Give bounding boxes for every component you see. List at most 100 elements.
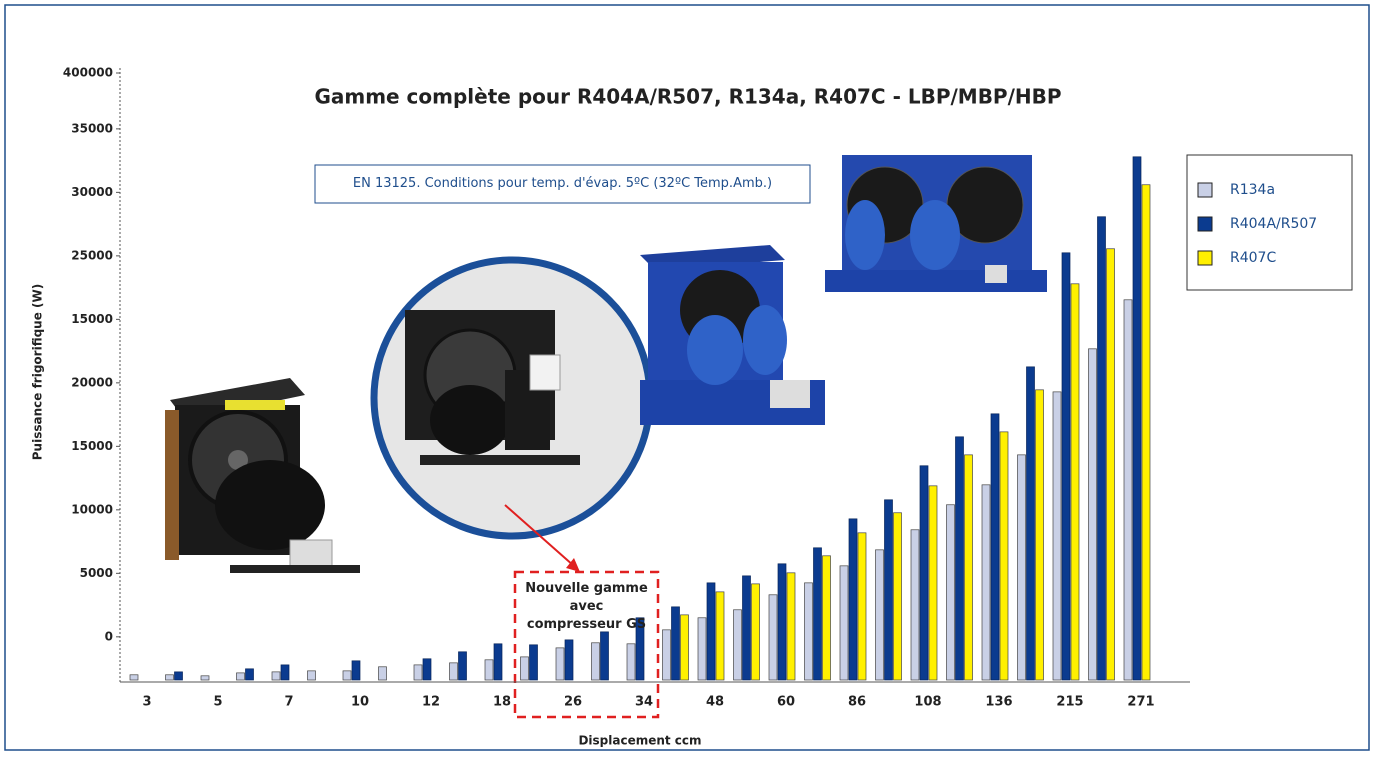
bar xyxy=(698,618,706,680)
bar xyxy=(965,455,973,680)
bar xyxy=(876,550,884,680)
chart: Gamme complète pour R404A/R507, R134a, R… xyxy=(0,0,1375,756)
x-tick-label: 5 xyxy=(213,695,222,710)
bar xyxy=(530,645,538,680)
bar xyxy=(201,676,209,680)
bar xyxy=(982,485,990,680)
x-tick-label: 86 xyxy=(848,695,866,710)
x-tick-label: 136 xyxy=(985,695,1012,710)
product-photo-small xyxy=(165,378,360,573)
bar xyxy=(663,630,671,680)
x-tick-label: 10 xyxy=(351,695,369,710)
bar xyxy=(627,644,635,680)
bar xyxy=(1098,217,1106,680)
x-tick-label: 12 xyxy=(422,695,440,710)
y-tick-label: 400000 xyxy=(63,66,113,80)
y-tick-label: 15000 xyxy=(71,439,113,453)
legend-swatch xyxy=(1198,183,1212,197)
bar xyxy=(414,665,422,680)
x-tick-label: 48 xyxy=(706,695,724,710)
bar xyxy=(494,644,502,680)
x-tick-label: 3 xyxy=(142,695,151,710)
bar xyxy=(885,500,893,680)
x-tick-label: 60 xyxy=(777,695,795,710)
x-axis-title: Displacement ccm xyxy=(578,734,701,748)
bar xyxy=(272,672,280,680)
bar xyxy=(743,576,751,680)
bar xyxy=(920,466,928,680)
bar xyxy=(787,573,795,680)
bar xyxy=(769,595,777,680)
bar xyxy=(1018,455,1026,680)
bar xyxy=(911,530,919,680)
bar xyxy=(805,583,813,680)
bar xyxy=(1071,284,1079,680)
bar xyxy=(1027,367,1035,680)
x-tick-label: 108 xyxy=(914,695,941,710)
y-tick-label: 35000 xyxy=(71,121,113,135)
y-tick-label: 0 xyxy=(105,629,113,643)
bar xyxy=(849,519,857,680)
bar xyxy=(1089,349,1097,680)
bar xyxy=(1124,300,1132,680)
y-tick-label: 5000 xyxy=(80,566,113,580)
bar xyxy=(601,632,609,680)
product-photo-large xyxy=(825,155,1047,292)
annotation: Nouvelle gamme avec compresseur GS xyxy=(515,580,658,634)
legend-label: R134a xyxy=(1230,182,1275,198)
bar xyxy=(681,615,689,680)
bar xyxy=(1107,249,1115,680)
bar xyxy=(308,671,316,680)
bar xyxy=(752,584,760,680)
page: Gamme complète pour R404A/R507, R134a, R… xyxy=(0,0,1375,756)
bar xyxy=(1142,185,1150,680)
x-tick-label: 34 xyxy=(635,695,653,710)
x-tick-label: 215 xyxy=(1056,695,1083,710)
bar xyxy=(485,660,493,680)
x-tick-label: 18 xyxy=(493,695,511,710)
bar xyxy=(1000,432,1008,680)
product-photo-medium xyxy=(640,245,825,425)
bar xyxy=(565,640,573,680)
bar xyxy=(707,583,715,680)
bar xyxy=(281,665,289,680)
x-tick-label: 271 xyxy=(1127,695,1154,710)
bar xyxy=(929,486,937,680)
legend-label: R404A/R507 xyxy=(1230,216,1317,232)
bar xyxy=(716,592,724,680)
bar xyxy=(1036,390,1044,680)
bar xyxy=(858,533,866,680)
bar xyxy=(175,672,183,680)
bar xyxy=(840,566,848,680)
bar xyxy=(423,659,431,680)
bar xyxy=(450,663,458,680)
bar xyxy=(734,610,742,680)
y-tick-label: 10000 xyxy=(71,502,113,516)
bar xyxy=(237,673,245,680)
legend-swatch xyxy=(1198,217,1212,231)
bar xyxy=(956,437,964,680)
y-axis-title: Puissance frigorifique (W) xyxy=(31,284,45,460)
bar xyxy=(556,648,564,680)
bar xyxy=(521,657,529,680)
bar xyxy=(1062,253,1070,680)
bar xyxy=(823,556,831,680)
bar xyxy=(246,669,254,680)
bar xyxy=(379,667,387,680)
legend-label: R407C xyxy=(1230,250,1276,266)
y-tick-label: 15000 xyxy=(71,312,113,326)
chart-title: Gamme complète pour R404A/R507, R134a, R… xyxy=(314,85,1061,109)
bar xyxy=(991,414,999,680)
bar xyxy=(672,607,680,680)
bar xyxy=(352,661,360,680)
product-photo-circle xyxy=(374,260,650,536)
bar xyxy=(592,643,600,680)
annotation: EN 13125. Conditions pour temp. d'évap. … xyxy=(315,165,810,203)
bar xyxy=(130,675,138,680)
bar xyxy=(166,675,174,680)
bar xyxy=(343,671,351,680)
bar xyxy=(894,513,902,680)
bar xyxy=(814,548,822,680)
bar xyxy=(778,564,786,680)
bar xyxy=(1133,157,1141,680)
